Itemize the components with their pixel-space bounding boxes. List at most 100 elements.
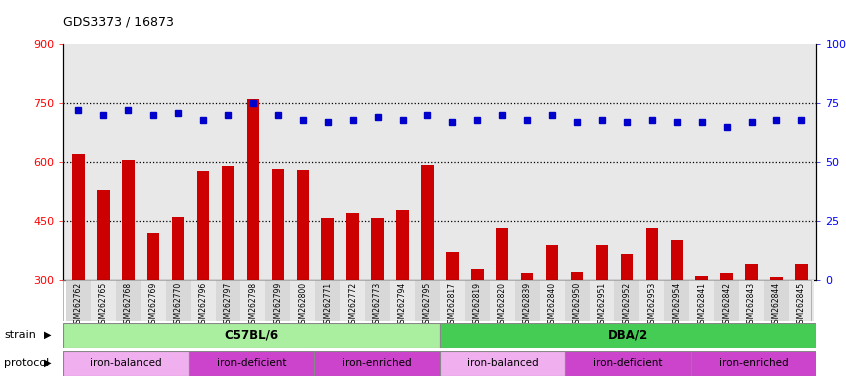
Bar: [695, 276, 708, 280]
Bar: [764, 280, 789, 321]
Text: protocol: protocol: [4, 358, 49, 368]
Bar: [546, 245, 558, 280]
Bar: [440, 351, 565, 376]
Text: iron-balanced: iron-balanced: [91, 358, 162, 368]
Bar: [316, 280, 340, 321]
Bar: [496, 228, 508, 280]
Text: GSM262950: GSM262950: [573, 281, 581, 328]
Text: iron-enriched: iron-enriched: [719, 358, 788, 368]
Text: ▶: ▶: [44, 330, 52, 340]
Bar: [147, 233, 159, 280]
Text: GSM262841: GSM262841: [697, 281, 706, 328]
Bar: [789, 280, 814, 321]
Bar: [222, 166, 234, 280]
Text: GSM262817: GSM262817: [448, 281, 457, 328]
Bar: [621, 253, 633, 280]
Text: GSM262953: GSM262953: [647, 281, 656, 328]
Bar: [216, 280, 240, 321]
Text: GSM262795: GSM262795: [423, 281, 432, 328]
Bar: [189, 351, 315, 376]
Bar: [440, 323, 816, 348]
Bar: [739, 280, 764, 321]
Bar: [571, 271, 583, 280]
Text: iron-deficient: iron-deficient: [593, 358, 663, 368]
Text: iron-deficient: iron-deficient: [217, 358, 287, 368]
Text: GSM262773: GSM262773: [373, 281, 382, 328]
Text: GSM262772: GSM262772: [349, 281, 357, 328]
Bar: [346, 213, 359, 280]
Bar: [689, 280, 714, 321]
Text: GSM262770: GSM262770: [173, 281, 183, 328]
Bar: [340, 280, 365, 321]
Text: iron-enriched: iron-enriched: [343, 358, 412, 368]
Bar: [640, 280, 664, 321]
Bar: [371, 218, 384, 280]
Text: GDS3373 / 16873: GDS3373 / 16873: [63, 15, 174, 28]
Bar: [66, 280, 91, 321]
Text: GSM262839: GSM262839: [523, 281, 531, 328]
Bar: [140, 280, 166, 321]
Bar: [116, 280, 140, 321]
Bar: [166, 280, 190, 321]
Bar: [490, 280, 514, 321]
Bar: [266, 280, 290, 321]
Bar: [97, 190, 110, 280]
Text: GSM262843: GSM262843: [747, 281, 756, 328]
Text: GSM262840: GSM262840: [547, 281, 557, 328]
Bar: [63, 323, 440, 348]
Bar: [645, 228, 658, 280]
Bar: [590, 280, 614, 321]
Bar: [795, 264, 808, 280]
Text: DBA/2: DBA/2: [608, 329, 648, 341]
Bar: [521, 273, 534, 280]
Bar: [297, 170, 309, 280]
Bar: [172, 217, 184, 280]
Bar: [272, 169, 284, 280]
Bar: [247, 99, 259, 280]
Text: GSM262951: GSM262951: [597, 281, 607, 328]
Bar: [321, 218, 334, 280]
Bar: [440, 280, 464, 321]
Bar: [565, 351, 691, 376]
Bar: [714, 280, 739, 321]
Bar: [540, 280, 564, 321]
Bar: [514, 280, 540, 321]
Bar: [446, 252, 459, 280]
Bar: [63, 351, 189, 376]
Text: GSM262769: GSM262769: [149, 281, 157, 328]
Text: GSM262954: GSM262954: [673, 281, 681, 328]
Bar: [664, 280, 689, 321]
Text: GSM262842: GSM262842: [722, 281, 731, 328]
Bar: [770, 277, 783, 280]
Bar: [421, 166, 434, 280]
Bar: [471, 268, 484, 280]
Text: GSM262768: GSM262768: [124, 281, 133, 328]
Text: GSM262798: GSM262798: [249, 281, 257, 328]
Bar: [396, 210, 409, 280]
Bar: [91, 280, 116, 321]
Bar: [721, 273, 733, 280]
Bar: [365, 280, 390, 321]
Text: GSM262844: GSM262844: [772, 281, 781, 328]
Bar: [564, 280, 590, 321]
Bar: [745, 264, 758, 280]
Text: strain: strain: [4, 330, 36, 340]
Text: GSM262794: GSM262794: [398, 281, 407, 328]
Text: GSM262819: GSM262819: [473, 281, 482, 328]
Bar: [596, 245, 608, 280]
Text: GSM262800: GSM262800: [299, 281, 307, 328]
Text: iron-balanced: iron-balanced: [467, 358, 538, 368]
Bar: [390, 280, 415, 321]
Bar: [122, 160, 135, 280]
Bar: [240, 280, 266, 321]
Text: GSM262762: GSM262762: [74, 281, 83, 328]
Text: GSM262797: GSM262797: [223, 281, 233, 328]
Text: GSM262952: GSM262952: [623, 281, 631, 328]
Bar: [614, 280, 640, 321]
Text: GSM262845: GSM262845: [797, 281, 806, 328]
Text: C57BL/6: C57BL/6: [225, 329, 278, 341]
Text: ▶: ▶: [44, 358, 52, 368]
Text: GSM262765: GSM262765: [99, 281, 107, 328]
Bar: [190, 280, 216, 321]
Bar: [315, 351, 440, 376]
